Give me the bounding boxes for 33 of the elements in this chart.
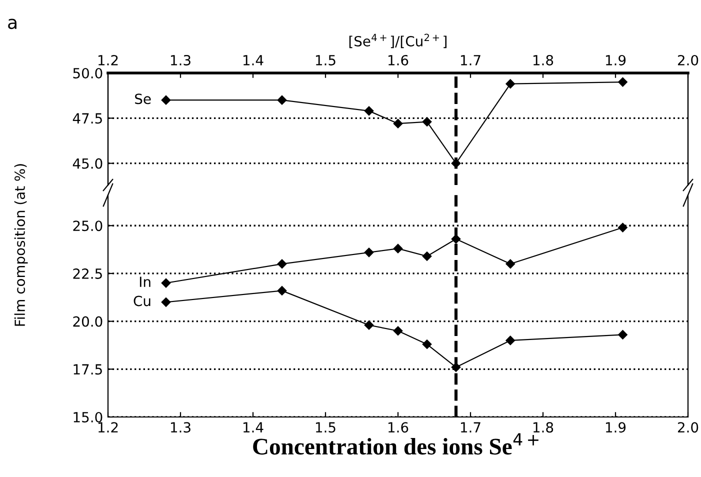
x-tick-label: 2.0 (678, 422, 698, 433)
x-tick-label: 1.4 (243, 422, 264, 432)
x2-tick-label: 1.7 (460, 55, 480, 66)
x2-tick-label: 1.3 (170, 54, 190, 66)
x2-tick-label: 1.9 (606, 54, 626, 66)
text: a (8, 18, 16, 30)
y-tick-label: 15.0 (74, 412, 102, 422)
series-label: Cu (134, 296, 150, 306)
series-label: In (140, 276, 150, 287)
x-tick-label: 1.5 (316, 422, 336, 433)
series-label: Se (135, 94, 151, 104)
x-tick-label: 1.6 (388, 422, 408, 433)
x2-tick-label: 1.2 (98, 54, 118, 66)
x2-tick-label: 1.4 (243, 55, 264, 66)
x2-tick-label: 1.5 (316, 55, 336, 66)
x-tick-label: 1.2 (98, 422, 118, 432)
y-axis-title: Film composition (at %) (14, 164, 28, 326)
x-tick-label: 1.8 (533, 422, 554, 433)
y-tick-label: 25.0 (73, 220, 102, 232)
x-tick-label: 1.9 (606, 422, 626, 433)
y-tick-label: 17.5 (74, 364, 102, 375)
y-tick-label: 47.5 (72, 113, 102, 124)
y-tick-label: 20.0 (73, 316, 102, 327)
x2-axis-title: [Se$^{4+}$]/[Cu$^{2+}$] (349, 34, 446, 48)
x2-tick-label: 1.8 (533, 54, 554, 66)
y-tick-label: 45.0 (72, 158, 102, 169)
y-tick-label: 50.0 (73, 68, 102, 78)
y-tick-label: 22.5 (73, 268, 102, 279)
x-axis-title: Concentration des ions Se$^{4+}$ (253, 433, 538, 455)
x2-tick-label: 1.6 (388, 54, 408, 66)
x2-tick-label: 2.0 (678, 54, 698, 66)
x-tick-label: 1.3 (170, 422, 190, 433)
x-tick-label: 1.7 (460, 422, 480, 432)
